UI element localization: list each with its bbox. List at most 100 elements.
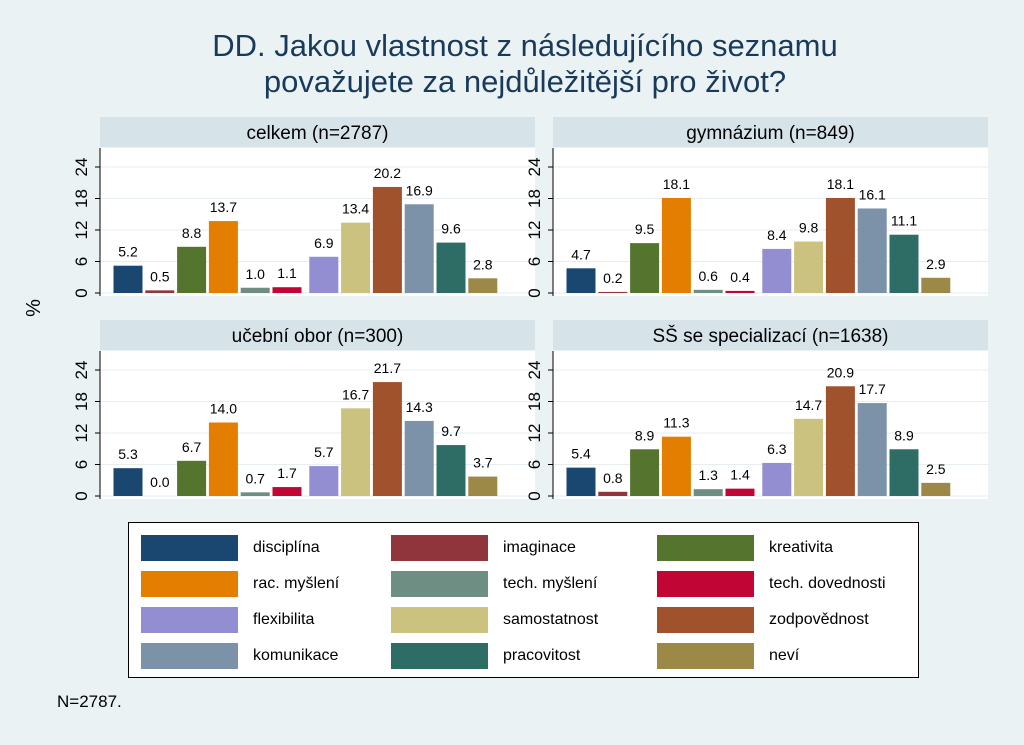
bar-4-2 [598, 491, 628, 496]
legend-label: pracovitost [503, 647, 581, 664]
bar-2-12 [921, 277, 951, 293]
bar-3-8 [341, 408, 371, 496]
data-label: 4.7 [571, 246, 591, 262]
legend-label: komunikace [253, 647, 339, 664]
data-label: 21.7 [374, 360, 401, 376]
bar-2-9 [825, 197, 855, 293]
legend-swatch [391, 571, 488, 597]
data-label: 16.9 [406, 182, 433, 198]
data-label: 14.3 [406, 399, 433, 415]
bar-2-5 [693, 289, 723, 293]
bar-1-3 [177, 246, 207, 293]
data-label: 18.1 [827, 176, 854, 192]
data-label: 8.9 [635, 427, 655, 443]
data-label: 9.6 [441, 221, 461, 237]
data-label: 1.1 [277, 265, 297, 281]
data-label: 5.7 [314, 444, 334, 460]
legend-swatch [391, 643, 488, 669]
bar-2-8 [794, 241, 824, 293]
data-label: 14.7 [795, 397, 822, 413]
data-label: 14.0 [210, 401, 237, 417]
data-label: 9.7 [441, 423, 461, 439]
legend-swatch [141, 571, 238, 597]
bar-4-5 [693, 489, 723, 496]
legend-label: tech. dovednosti [769, 575, 886, 592]
chart-title-line-2: považujete za nejdůležitější pro život? [263, 64, 787, 99]
legend-label: kreativita [769, 539, 834, 556]
bar-2-1 [566, 268, 596, 293]
data-label: 2.8 [473, 256, 493, 272]
legend-swatch [391, 535, 488, 561]
panel-header-3 [100, 320, 535, 350]
data-label: 9.5 [635, 221, 655, 237]
legend-item: tech. dovednosti [657, 571, 886, 597]
legend-item: rac. myšlení [141, 571, 339, 597]
data-label: 0.4 [730, 269, 750, 285]
bar-3-3 [177, 460, 207, 496]
bar-2-6 [725, 290, 755, 293]
bar-3-12 [468, 476, 498, 496]
data-label: 17.7 [859, 381, 886, 397]
bar-4-8 [794, 418, 824, 496]
data-label: 0.5 [150, 268, 170, 284]
y-tick-label: 24 [72, 158, 91, 177]
footnote: N=2787. [57, 692, 122, 711]
y-tick-label: 18 [72, 189, 91, 208]
bar-2-11 [889, 234, 919, 293]
y-tick-label: 18 [525, 392, 544, 411]
legend-item: pracovitost [391, 643, 580, 669]
y-tick-label: 24 [72, 361, 91, 380]
bar-1-8 [341, 222, 371, 293]
data-label: 2.5 [926, 461, 946, 477]
legend-item: disciplína [141, 535, 320, 561]
bar-1-12 [468, 278, 498, 293]
legend-label: tech. myšlení [503, 575, 598, 592]
data-label: 1.7 [277, 465, 297, 481]
data-label: 1.4 [730, 467, 750, 483]
data-label: 0.6 [698, 268, 718, 284]
bar-1-5 [240, 287, 270, 293]
data-label: 13.7 [210, 199, 237, 215]
bar-1-9 [372, 186, 402, 293]
bar-2-10 [857, 208, 887, 293]
bar-4-7 [762, 462, 792, 496]
data-label: 1.0 [245, 266, 265, 282]
bar-2-7 [762, 248, 792, 293]
bar-3-4 [208, 422, 238, 496]
bar-4-9 [825, 386, 855, 496]
y-axis-label: % [23, 299, 45, 317]
y-tick-label: 12 [525, 424, 544, 443]
legend-label: imaginace [503, 539, 576, 556]
bar-3-1 [113, 468, 143, 496]
bar-3-5 [240, 492, 270, 496]
data-label: 0.7 [245, 470, 265, 486]
bar-4-4 [661, 436, 691, 496]
bar-1-4 [208, 221, 238, 293]
panel-header-1 [100, 117, 535, 147]
legend-item: flexibilita [141, 607, 314, 633]
legend-label: rac. myšlení [253, 575, 340, 592]
data-label: 5.4 [571, 446, 591, 462]
y-tick-label: 24 [525, 158, 544, 177]
data-label: 16.7 [342, 386, 369, 402]
legend-swatch [391, 607, 488, 633]
data-label: 16.1 [859, 186, 886, 202]
legend: disciplína imaginace kreativita rac. myšlen… [128, 522, 919, 678]
chart-title: DD. Jakou vlastnost z následujícího sezn… [0, 28, 1024, 100]
data-label: 3.7 [473, 455, 493, 471]
data-label: 20.9 [827, 364, 854, 380]
y-tick-label: 12 [72, 424, 91, 443]
legend-swatch [657, 535, 754, 561]
bar-4-6 [725, 488, 755, 496]
data-label: 1.3 [698, 467, 718, 483]
bar-4-12 [921, 482, 951, 496]
y-tick-label: 6 [525, 460, 544, 469]
bar-2-4 [661, 197, 691, 293]
bar-1-6 [272, 287, 302, 293]
bar-1-10 [404, 204, 434, 293]
panel-title-1: celkem (n=2787) [246, 123, 388, 144]
legend-swatch [141, 535, 238, 561]
panel-title-2: gymnázium (n=849) [686, 123, 854, 144]
legend-item: imaginace [391, 535, 576, 561]
